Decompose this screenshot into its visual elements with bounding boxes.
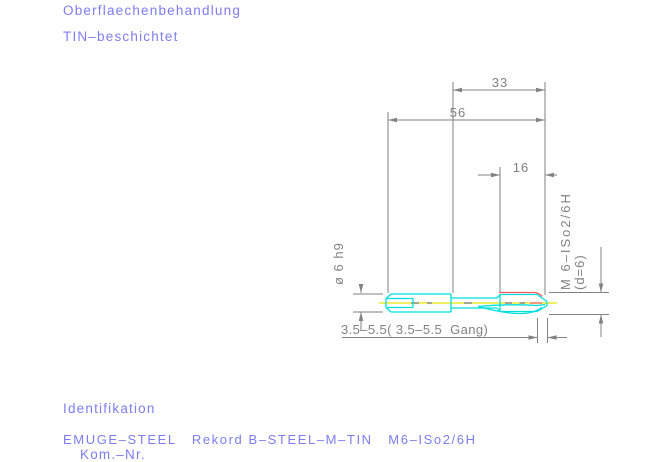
dim-label-56: 56 bbox=[449, 105, 467, 120]
dim-label-thread-spec: M 6–ISo2/6H bbox=[558, 192, 573, 290]
product-identification-line: EMUGE–STEEL Rekord B–STEEL–M–TIN M6–ISo2… bbox=[63, 432, 477, 447]
dim-label-16: 16 bbox=[512, 160, 530, 175]
identification-label: Identifikation bbox=[63, 401, 156, 416]
surface-treatment-value: TIN–beschichtet bbox=[63, 29, 179, 44]
commission-number-label: Kom.–Nr. bbox=[80, 447, 146, 462]
dimension-arrowheads bbox=[358, 87, 604, 340]
thread-crest-line bbox=[499, 291, 543, 297]
tap-tool-outline bbox=[385, 293, 548, 315]
dim-label-33: 33 bbox=[491, 75, 509, 90]
surface-treatment-label: Oberflaechenbehandlung bbox=[63, 3, 242, 18]
dim-label-chamfer-note: 3.5–5.5( 3.5–5.5 Gang) bbox=[341, 322, 489, 337]
extension-lines bbox=[353, 82, 609, 343]
dim-label-shank-diameter: ø 6 h9 bbox=[331, 242, 346, 285]
dim-label-thread-d: (d=6) bbox=[572, 254, 587, 290]
